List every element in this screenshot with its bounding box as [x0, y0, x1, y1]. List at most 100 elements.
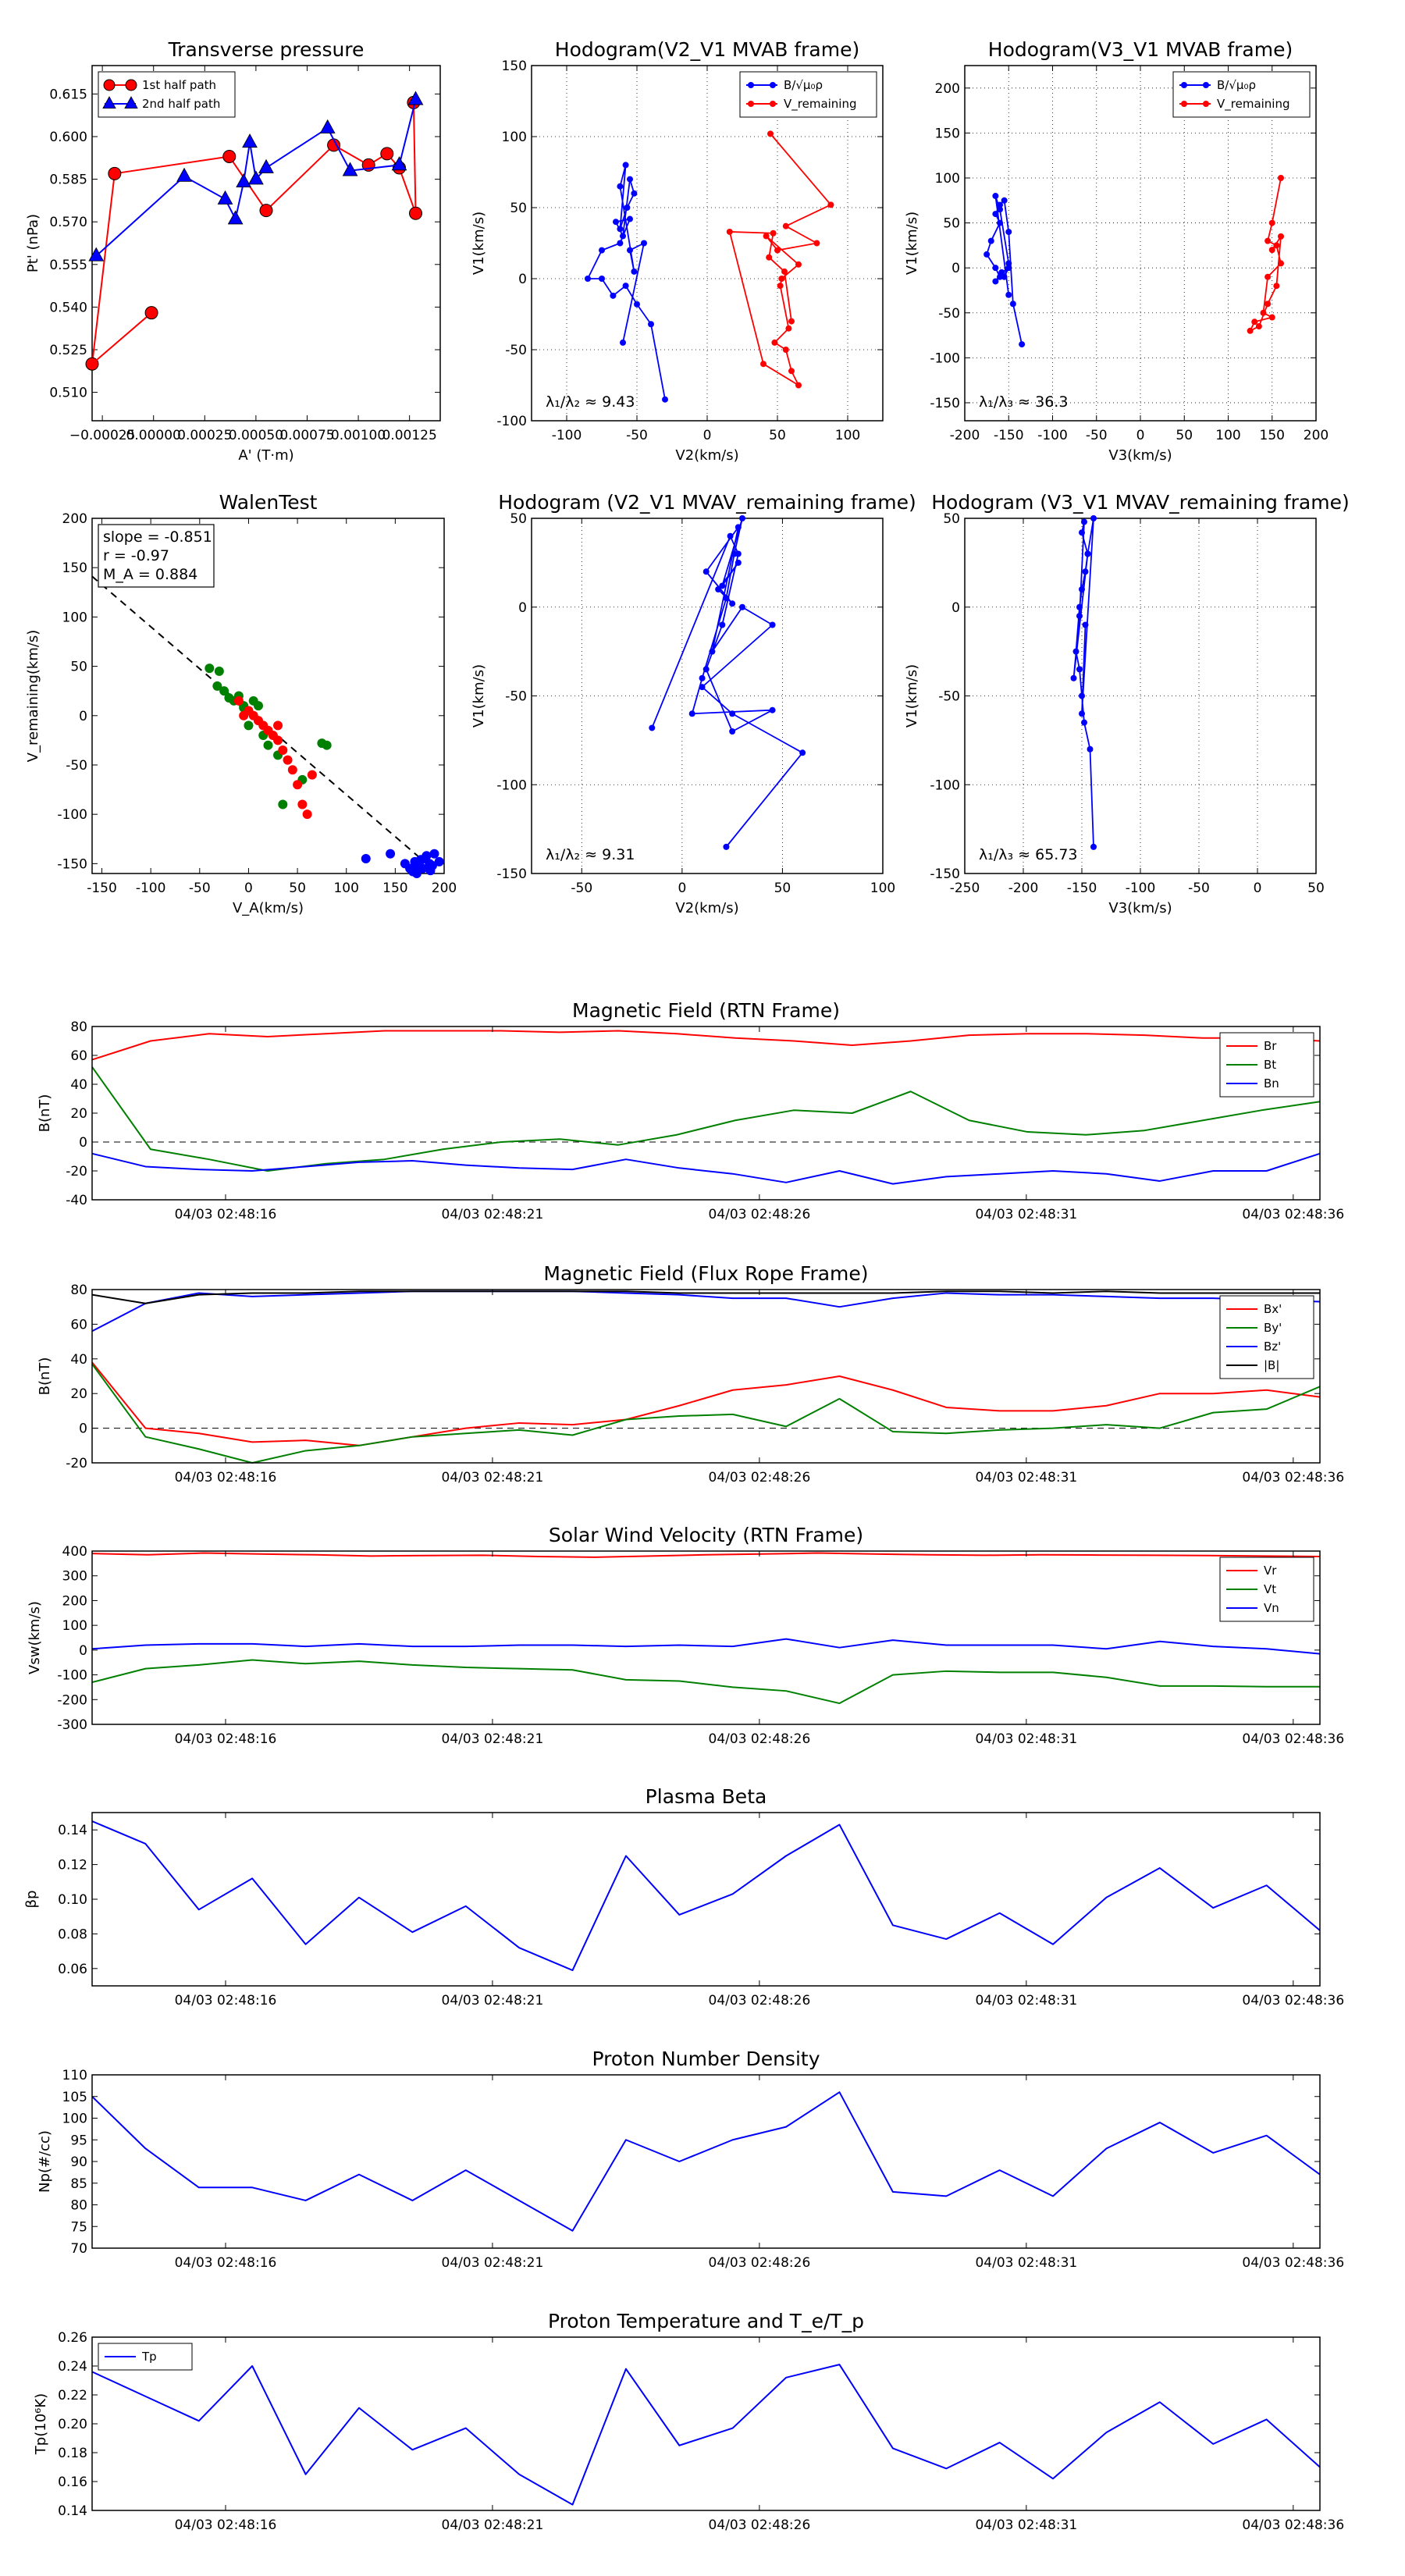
chart-title: Proton Temperature and T_e/T_p — [548, 2310, 864, 2332]
y-axis-label: V1(km/s) — [471, 664, 487, 728]
data-point — [617, 240, 624, 247]
y-tick-label: 0.20 — [58, 2417, 87, 2432]
y-tick-label: 300 — [62, 1569, 87, 1585]
data-point — [778, 276, 785, 282]
data-point — [709, 648, 716, 655]
y-axis-label: B(nT) — [37, 1094, 53, 1133]
x-tick-label: 04/03 02:48:31 — [975, 1731, 1077, 1747]
y-tick-label: 100 — [62, 2112, 87, 2127]
y-tick-label: 150 — [935, 126, 960, 141]
y-tick-label: -100 — [930, 350, 960, 366]
x-tick-label: -50 — [189, 881, 211, 896]
y-tick-label: 150 — [62, 560, 87, 576]
legend-box — [1172, 71, 1311, 118]
y-tick-label: 40 — [70, 1077, 87, 1093]
x-tick-label: 04/03 02:48:26 — [709, 1731, 811, 1747]
data-point — [386, 849, 396, 859]
x-tick-label: 50 — [1307, 881, 1325, 896]
data-point — [1076, 666, 1083, 673]
data-point — [259, 204, 273, 218]
data-point — [248, 170, 264, 185]
data-point — [599, 276, 605, 282]
data-point — [1019, 341, 1026, 348]
series-line — [91, 1659, 1320, 1705]
y-tick-label: -50 — [938, 306, 960, 322]
data-point — [613, 219, 619, 226]
legend-label: Br — [1264, 1039, 1277, 1053]
x-tick-label: 04/03 02:48:21 — [442, 1470, 544, 1485]
y-tick-label: 100 — [62, 1618, 87, 1634]
data-point — [302, 809, 312, 820]
legend-label: Vr — [1264, 1564, 1277, 1578]
x-tick-label: 0.00075 — [279, 428, 334, 443]
data-point — [1084, 550, 1091, 557]
chart-title: Plasma Beta — [646, 1785, 767, 1808]
data-point — [620, 339, 626, 346]
x-tick-label: -200 — [1008, 881, 1039, 896]
data-point — [244, 720, 254, 731]
series-line — [91, 1552, 1321, 1558]
y-tick-label: 0.12 — [58, 1858, 87, 1873]
y-tick-label: 50 — [943, 216, 960, 232]
data-point — [1001, 273, 1008, 280]
axes-frame — [91, 65, 441, 422]
data-point — [1247, 327, 1254, 334]
y-axis-label: Np(#/cc) — [37, 2130, 53, 2193]
data-point — [662, 396, 668, 403]
data-point — [992, 265, 999, 272]
data-point — [1082, 568, 1089, 575]
legend-marker — [1203, 82, 1209, 88]
chart-title: Proton Number Density — [592, 2048, 820, 2070]
chart-title: Magnetic Field (RTN Frame) — [572, 999, 840, 1022]
data-point — [739, 515, 745, 521]
x-tick-label: -50 — [1086, 428, 1108, 443]
x-tick-label: 04/03 02:48:36 — [1242, 2517, 1344, 2533]
axes-frame — [964, 518, 1317, 874]
y-tick-label: 0.26 — [58, 2330, 87, 2346]
y-tick-label: 0 — [79, 1421, 87, 1437]
data-point — [627, 215, 633, 222]
y-tick-label: 50 — [510, 201, 527, 216]
data-point — [1076, 613, 1083, 620]
y-tick-label: 200 — [62, 1593, 87, 1609]
data-point — [125, 79, 137, 91]
series-line — [91, 1066, 1321, 1172]
data-point — [342, 162, 358, 176]
legend-label: 1st half path — [142, 78, 216, 92]
data-point — [1079, 692, 1085, 699]
y-tick-label: 0.570 — [49, 215, 87, 230]
x-tick-label: -150 — [994, 428, 1024, 443]
data-point — [1072, 648, 1080, 655]
data-point — [760, 361, 767, 368]
chart-walen: WalenTest -150 -100 -50 0 50 100 150 200 -150 -100… — [25, 491, 457, 916]
y-tick-label: 20 — [70, 1106, 87, 1122]
data-point — [222, 149, 237, 163]
chart-mag_rtn: Magnetic Field (RTN Frame) 04/03 02:48:16… — [37, 999, 1344, 1222]
data-point — [735, 559, 742, 566]
data-point — [727, 532, 734, 539]
data-point — [1278, 174, 1284, 181]
legend-label: 2nd half path — [142, 97, 220, 111]
chart-title: WalenTest — [219, 491, 318, 514]
data-point — [610, 292, 617, 299]
series-line — [91, 102, 417, 365]
data-point — [307, 770, 317, 780]
legend-marker — [770, 82, 776, 88]
data-point — [205, 664, 215, 674]
y-tick-label: 50 — [510, 511, 527, 527]
data-point — [631, 190, 638, 197]
data-point — [719, 621, 726, 628]
data-point — [739, 603, 745, 610]
y-tick-label: 100 — [502, 130, 527, 145]
series-line — [91, 2364, 1321, 2506]
series-line — [986, 195, 1023, 345]
data-point — [212, 681, 222, 691]
x-tick-label: 04/03 02:48:21 — [442, 2517, 544, 2533]
y-tick-label: 400 — [62, 1544, 87, 1560]
data-point — [253, 701, 263, 711]
y-tick-label: -300 — [57, 1717, 87, 1733]
data-point — [1079, 529, 1085, 536]
data-point — [429, 849, 439, 859]
x-tick-label: -250 — [950, 881, 980, 896]
x-tick-label: 0.00025 — [177, 428, 232, 443]
